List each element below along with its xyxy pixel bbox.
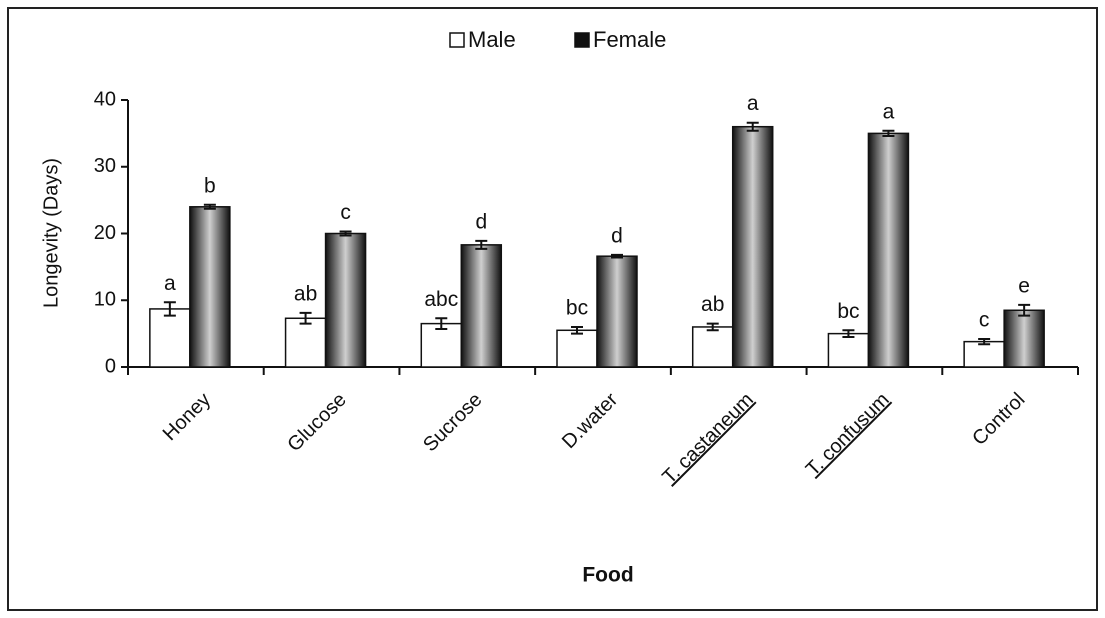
significance-letter: c (340, 201, 351, 224)
legend-label: Female (593, 27, 666, 52)
y-tick-label: 40 (94, 88, 116, 110)
legend-swatch (574, 32, 590, 48)
bar (284, 317, 327, 368)
significance-letter: a (164, 272, 176, 295)
bar (149, 308, 191, 368)
error-bar (706, 322, 719, 332)
x-tick-label: T. confusum (802, 389, 894, 481)
x-tick-label: Glucose (283, 389, 350, 456)
significance-letter: d (475, 210, 487, 233)
significance-letter: ab (294, 282, 317, 305)
y-tick-label: 20 (94, 222, 116, 244)
error-bar (746, 121, 759, 132)
bar (827, 332, 870, 368)
y-axis-label: Longevity (Days) (40, 158, 62, 308)
bar (867, 132, 910, 368)
bar (731, 125, 774, 368)
significance-letter: abc (424, 288, 458, 311)
error-bar (882, 129, 895, 138)
significance-letter: c (979, 309, 990, 332)
y-tick-label: 0 (105, 355, 116, 377)
bar (691, 326, 734, 368)
x-tick-label: Control (968, 389, 1029, 450)
error-bar (611, 253, 623, 259)
significance-letter: d (611, 224, 623, 247)
significance-letter: b (204, 174, 216, 197)
y-tick-label: 30 (94, 155, 116, 177)
error-bar (475, 239, 488, 250)
error-bar (203, 203, 216, 210)
bar (324, 232, 367, 368)
error-bar (842, 329, 855, 338)
error-bar (299, 311, 312, 325)
significance-letter: bc (566, 296, 588, 319)
bar (963, 340, 1005, 368)
bar (556, 329, 598, 368)
bar (460, 244, 503, 368)
error-bar (1018, 303, 1031, 317)
error-bar (339, 230, 352, 237)
significance-letter: ab (701, 293, 724, 316)
bar (1003, 309, 1045, 368)
error-bar (571, 325, 583, 335)
y-tick-label: 10 (94, 289, 116, 311)
x-axis-label: Food (582, 564, 633, 587)
x-tick-label: T. castaneum (658, 389, 758, 489)
error-bar (435, 317, 448, 330)
legend-swatch (449, 32, 465, 48)
error-bar (978, 337, 991, 346)
significance-letter: a (747, 92, 759, 115)
significance-letter: bc (837, 300, 859, 323)
frame (7, 7, 1098, 611)
x-tick-label: Honey (159, 389, 215, 445)
bar (420, 322, 463, 368)
error-bar (163, 301, 176, 317)
legend-label: Male (468, 27, 516, 52)
bar (596, 255, 638, 368)
bar (189, 206, 231, 368)
significance-letter: a (883, 100, 895, 123)
x-tick-label: Sucrose (419, 389, 486, 456)
x-tick-label: D.water (558, 388, 623, 453)
significance-letter: e (1018, 274, 1030, 297)
